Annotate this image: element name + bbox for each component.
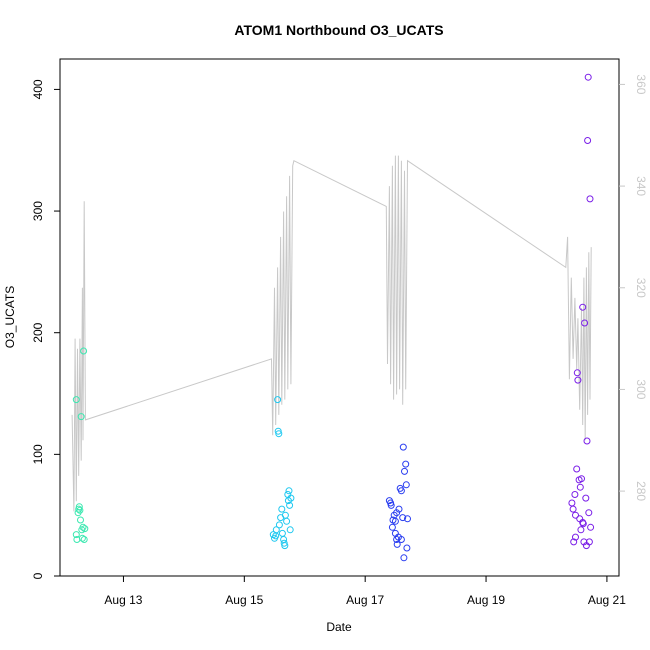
data-point — [393, 509, 401, 517]
data-point — [572, 511, 579, 519]
secondary-y-tick-label: 280 — [634, 481, 648, 501]
data-point — [275, 430, 283, 438]
x-axis-label: Date — [326, 620, 352, 634]
data-point — [397, 487, 405, 495]
data-point — [571, 491, 579, 498]
data-point — [403, 544, 411, 552]
data-point — [570, 538, 578, 546]
data-point — [578, 475, 585, 483]
data-point — [278, 505, 286, 513]
data-point — [397, 536, 405, 543]
data-point — [579, 519, 587, 526]
secondary-y-tick-label: 300 — [634, 379, 648, 399]
data-point — [399, 443, 407, 451]
data-point — [391, 517, 399, 525]
y-axis: 0 100 200 300 400 — [31, 79, 60, 579]
data-point — [80, 347, 88, 355]
data-point — [404, 515, 411, 523]
data-point — [79, 523, 87, 531]
data-point — [574, 376, 582, 384]
data-point — [573, 369, 581, 377]
y-axis-label: O3_UCATS — [3, 286, 17, 348]
data-point — [283, 517, 291, 525]
x-tick-label: Aug 19 — [467, 593, 505, 607]
data-point — [286, 526, 294, 534]
data-point — [399, 514, 407, 522]
data-point — [585, 509, 593, 517]
data-point — [278, 529, 286, 537]
x-tick-label: Aug 17 — [346, 593, 384, 607]
data-point — [76, 506, 84, 514]
data-point — [281, 511, 289, 519]
y-tick-label: 300 — [31, 201, 45, 221]
y-tick-label: 100 — [31, 444, 45, 464]
data-point — [584, 73, 592, 81]
data-point — [286, 501, 294, 509]
data-point — [81, 525, 89, 533]
data-point — [583, 437, 591, 445]
data-point — [285, 487, 293, 495]
data-point — [80, 536, 88, 543]
y-tick-label: 200 — [31, 322, 45, 342]
data-point — [272, 526, 280, 534]
data-point — [72, 531, 80, 539]
data-point — [75, 503, 83, 511]
data-point — [569, 505, 577, 513]
x-tick-label: Aug 21 — [588, 593, 626, 607]
data-point — [402, 481, 410, 489]
data-point — [401, 467, 408, 475]
data-point — [582, 494, 590, 502]
secondary-line — [71, 155, 592, 512]
data-point — [387, 501, 395, 509]
x-tick-label: Aug 13 — [104, 593, 142, 607]
y-tick-label: 400 — [31, 79, 45, 99]
data-point — [393, 540, 401, 548]
plot-frame — [59, 58, 620, 577]
secondary-y-axis: 280 300 320 340 360 — [619, 74, 648, 501]
data-point — [78, 534, 86, 542]
x-tick-label: Aug 15 — [225, 593, 263, 607]
data-point — [395, 505, 403, 513]
secondary-y-tick-label: 360 — [634, 74, 648, 94]
x-axis: Aug 13 Aug 15 Aug 17 Aug 19 Aug 21 — [104, 576, 626, 607]
data-point — [400, 554, 408, 562]
y-tick-label: 0 — [31, 572, 45, 579]
data-point — [579, 303, 587, 311]
data-point — [388, 523, 396, 531]
secondary-series-line — [71, 155, 592, 512]
data-point — [586, 195, 594, 203]
secondary-y-tick-label: 340 — [634, 176, 648, 196]
data-point — [275, 521, 283, 529]
data-point — [77, 413, 85, 421]
data-points — [72, 73, 595, 562]
data-point — [287, 494, 295, 502]
data-point — [274, 396, 282, 404]
secondary-y-tick-label: 320 — [634, 278, 648, 298]
data-point — [581, 319, 589, 327]
data-point — [577, 526, 585, 534]
data-point — [402, 460, 410, 468]
data-point — [576, 483, 584, 491]
data-point — [584, 137, 592, 144]
data-point — [568, 499, 576, 507]
data-point — [77, 516, 84, 524]
data-point — [72, 396, 80, 404]
chart-title: ATOM1 Northbound O3_UCATS — [234, 22, 443, 38]
data-point — [587, 523, 595, 531]
data-point — [281, 542, 289, 550]
data-point — [572, 533, 579, 541]
data-point — [585, 538, 593, 546]
data-point — [573, 465, 581, 473]
